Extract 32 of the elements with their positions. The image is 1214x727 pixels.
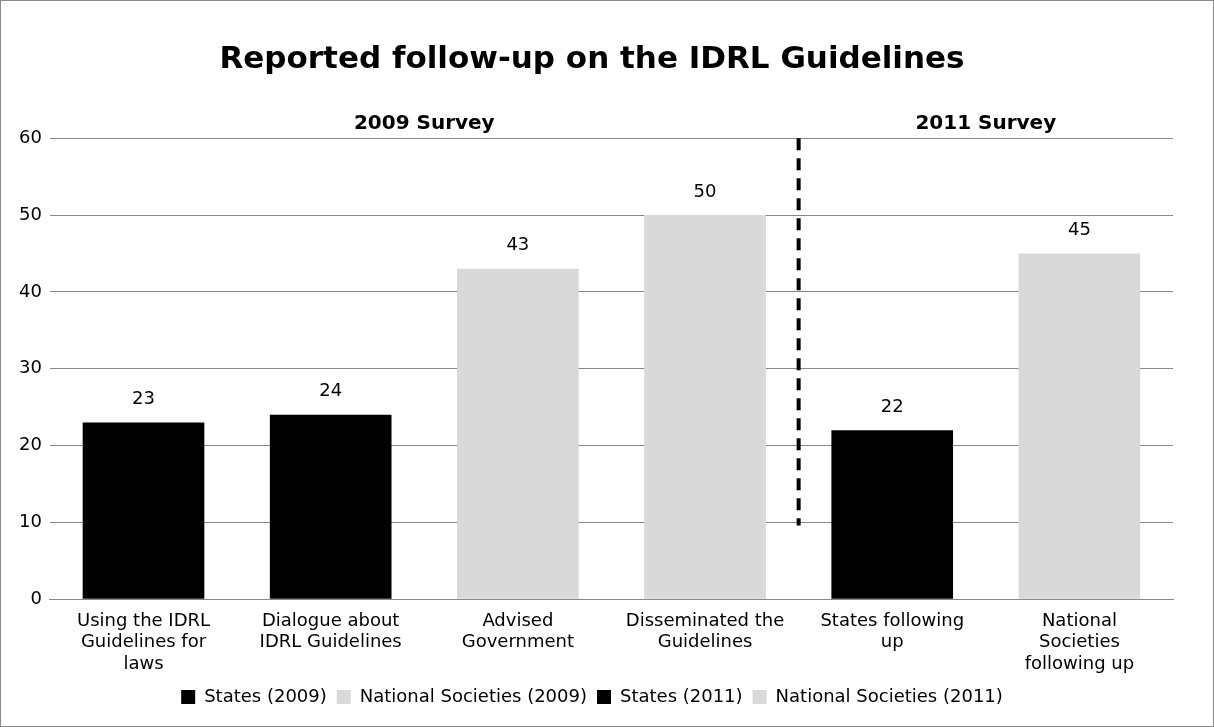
y-tick-label: 50 xyxy=(19,202,42,224)
bar xyxy=(831,430,954,599)
y-tick-label: 0 xyxy=(30,586,42,608)
y-tick-label: 60 xyxy=(19,125,42,147)
x-tick-label: Using the IDRL Guidelines for laws xyxy=(76,608,211,673)
y-tick-label: 10 xyxy=(19,510,42,532)
bar xyxy=(269,414,392,599)
x-tick-label: Advised Government xyxy=(461,608,574,652)
data-label: 45 xyxy=(1067,218,1091,240)
legend-label: States (2011) xyxy=(620,684,743,706)
legend-label: National Societies (2009) xyxy=(359,684,588,706)
y-tick-label: 30 xyxy=(19,356,42,378)
x-tick-label: Disseminated the Guidelines xyxy=(625,608,785,652)
legend-label: National Societies (2011) xyxy=(775,684,1003,706)
x-tick-label: States following up xyxy=(820,608,965,652)
data-label: 23 xyxy=(132,387,155,409)
bar xyxy=(644,215,766,599)
bar xyxy=(457,268,579,599)
data-label: 24 xyxy=(319,379,343,401)
y-tick-label: 20 xyxy=(19,433,42,455)
data-label: 43 xyxy=(506,233,530,255)
x-tick-label: National Societies following up xyxy=(1024,608,1135,673)
bar xyxy=(82,422,205,599)
bar xyxy=(1018,253,1141,599)
data-label: 22 xyxy=(880,394,904,416)
text: 2011 Survey xyxy=(915,110,1057,135)
legend-label: States (2009) xyxy=(204,684,327,706)
x-tick-label: Dialogue about IDRL Guidelines xyxy=(259,608,402,652)
chart-title: Reported follow-up on the IDRL Guidelines xyxy=(219,38,965,75)
y-tick-label: 40 xyxy=(19,279,42,301)
data-label: 50 xyxy=(693,179,717,201)
text: 2009 Survey xyxy=(353,110,495,135)
